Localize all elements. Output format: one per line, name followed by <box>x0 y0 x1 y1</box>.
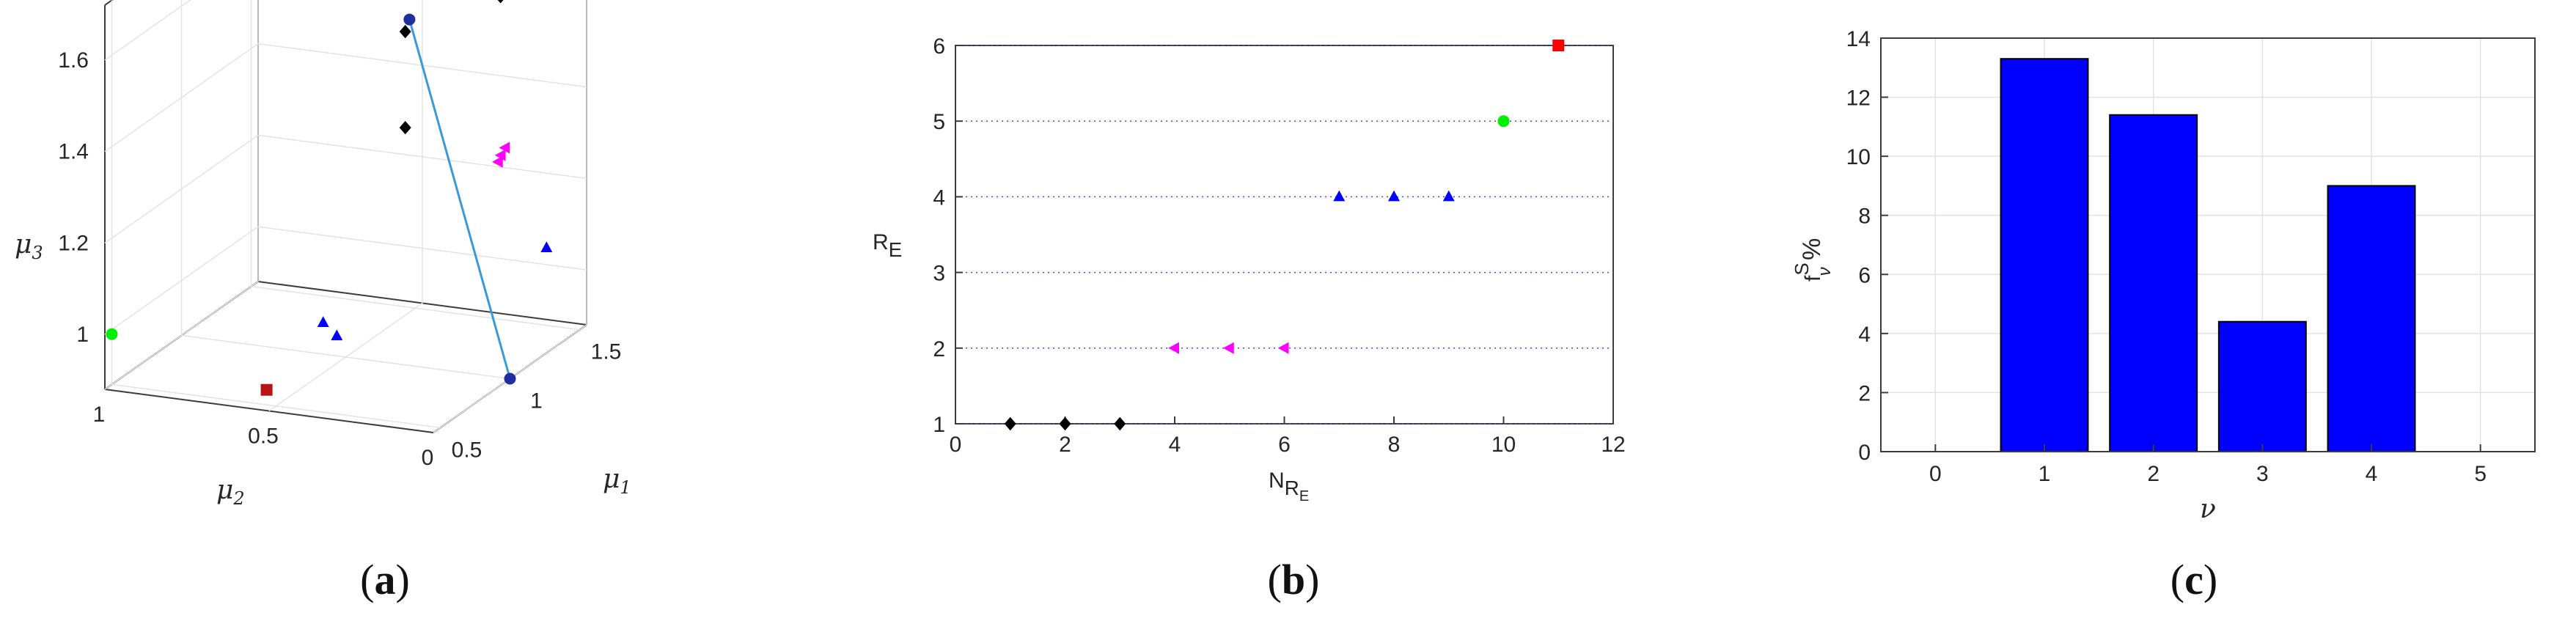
data-point <box>106 328 118 340</box>
y-tick-label: 3 <box>933 262 945 286</box>
data-point <box>499 142 510 154</box>
y-tick-label: 6 <box>1858 263 1871 287</box>
x-axis-label: ν <box>2200 494 2216 524</box>
data-point <box>1168 342 1179 354</box>
x-axis-label: NRE <box>1269 469 1309 504</box>
z-tick-label: 1.4 <box>58 140 89 164</box>
panel-a-caption: (a) <box>360 556 410 603</box>
data-point <box>504 372 516 385</box>
data-point <box>1552 40 1565 51</box>
grid-line <box>180 0 510 380</box>
data-point <box>1497 115 1510 128</box>
data-point <box>317 316 329 328</box>
panel-a-3d-scatter: μ3 μ2 μ1 1 1.2 1.4 1.6 0 0.5 1 0.5 1 1.5 <box>15 0 631 509</box>
grid-line <box>104 43 587 153</box>
y-tick-label: 6 <box>933 34 945 59</box>
grid-line <box>104 0 191 61</box>
data-point <box>494 149 506 161</box>
y-tick-label: 12 <box>1846 87 1871 111</box>
data-point <box>1277 342 1289 354</box>
data-point <box>497 0 504 4</box>
series-line <box>408 19 511 379</box>
data-point <box>399 120 411 135</box>
y-tick-label: 1 <box>933 413 945 437</box>
y-tick-label: 0.5 <box>248 425 279 449</box>
plot-frame <box>1880 37 2536 452</box>
x-tick-label: 4 <box>1169 433 1181 457</box>
data-point <box>260 383 273 396</box>
data-point <box>491 155 503 168</box>
x-tick-label: 6 <box>1278 433 1291 457</box>
y-tick-label: 2 <box>933 337 945 361</box>
z-tick-label: 1.2 <box>58 231 89 255</box>
z-tick-label: 1 <box>76 323 89 347</box>
data-point <box>1004 416 1016 431</box>
z-axis-label: μ3 <box>15 229 43 263</box>
grid-lines <box>104 0 587 433</box>
grid-line <box>104 134 587 243</box>
x-tick-label: 0.5 <box>452 438 482 462</box>
y-tick-label: 8 <box>1858 205 1871 229</box>
y-tick-label: 14 <box>1846 27 1871 51</box>
plot-frame <box>955 45 1614 425</box>
data-point <box>1059 416 1071 431</box>
y-axis-label: fS ν % <box>1791 238 1835 282</box>
x-tick-label: 8 <box>1388 433 1401 457</box>
grid-line <box>268 0 423 412</box>
data-point <box>540 241 553 253</box>
x-tick-label: 4 <box>2366 462 2378 486</box>
grid-line <box>433 0 587 433</box>
data-point <box>403 13 416 26</box>
bar <box>2327 185 2416 453</box>
bar <box>2217 320 2307 452</box>
data-point <box>331 329 343 341</box>
y-axis-label: RE <box>873 230 902 261</box>
data-point <box>1388 190 1400 202</box>
data-point <box>1442 190 1455 202</box>
grid-line <box>104 0 259 390</box>
y-tick-label: 0 <box>1858 441 1871 465</box>
x-tick-label: 0 <box>1929 462 1942 486</box>
x-tick-label: 2 <box>2147 462 2159 486</box>
x-tick-label: 3 <box>2256 462 2269 486</box>
data-point <box>1333 190 1346 202</box>
y-axis-label: μ2 <box>216 475 245 509</box>
x-axis-label: μ1 <box>603 464 631 498</box>
bar <box>2000 58 2089 452</box>
axes-box <box>104 0 587 433</box>
y-tick-label: 10 <box>1846 145 1871 169</box>
panel-c-caption: (c) <box>2170 556 2217 603</box>
y-tick-label: 2 <box>1858 381 1871 405</box>
data-point <box>399 24 411 39</box>
x-tick-label: 0 <box>950 433 962 457</box>
y-tick-label: 0 <box>422 446 434 470</box>
y-tick-label: 1 <box>93 403 106 427</box>
panel-b-caption: (b) <box>1268 556 1320 603</box>
x-tick-label: 5 <box>2474 462 2487 486</box>
bar <box>2109 114 2198 452</box>
data-point <box>1114 416 1126 431</box>
data-point <box>1222 342 1234 354</box>
x-tick-label: 1.5 <box>591 340 622 364</box>
z-tick-label: 1.6 <box>58 48 89 73</box>
grid-line <box>104 226 587 335</box>
x-tick-label: 1 <box>2039 462 2051 486</box>
x-tick-label: 10 <box>1491 433 1516 457</box>
y-tick-label: 4 <box>933 185 945 210</box>
x-tick-label: 1 <box>530 389 543 414</box>
y-tick-label: 5 <box>933 110 945 134</box>
x-tick-label: 2 <box>1059 433 1071 457</box>
y-tick-label: 4 <box>1858 323 1871 347</box>
x-tick-label: 12 <box>1601 433 1625 457</box>
